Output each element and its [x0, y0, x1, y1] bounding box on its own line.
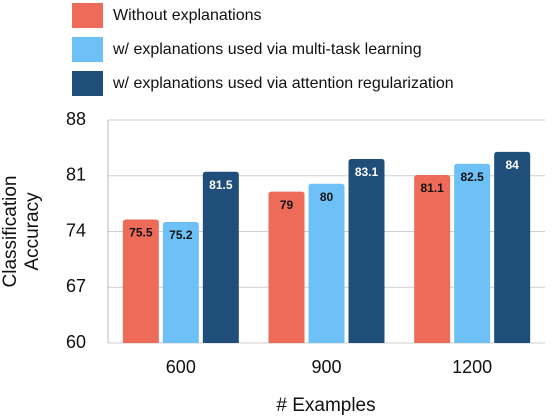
- data-label: 82.5: [460, 170, 484, 184]
- x-axis-title: # Examples: [276, 395, 375, 416]
- data-label: 75.5: [129, 226, 153, 240]
- legend-swatch: [72, 3, 103, 28]
- y-tick-label: 67: [66, 276, 86, 296]
- bar: [494, 151, 531, 343]
- x-tick-label: 600: [166, 357, 196, 377]
- data-label: 75.2: [169, 228, 193, 242]
- data-label: 79: [280, 198, 294, 212]
- legend-swatch: [72, 71, 103, 96]
- bar: [268, 191, 305, 343]
- legend-label: Without explanations: [113, 7, 262, 24]
- data-label: 84: [505, 158, 519, 172]
- y-tick-label: 74: [66, 220, 86, 240]
- x-tick-label: 900: [311, 357, 341, 377]
- data-label: 81.5: [209, 178, 233, 192]
- bar: [162, 221, 199, 343]
- data-label: 81.1: [420, 181, 444, 195]
- y-tick-label: 88: [66, 109, 86, 129]
- bar: [122, 219, 159, 343]
- legend-label: w/ explanations used via attention regul…: [112, 75, 454, 92]
- bar: [414, 174, 451, 343]
- y-tick-label: 60: [66, 332, 86, 352]
- data-label: 83.1: [355, 165, 379, 179]
- y-axis-title: ClassificationAccuracy: [0, 176, 43, 288]
- bar: [202, 171, 239, 343]
- bar: [348, 159, 385, 343]
- legend-swatch: [72, 37, 103, 62]
- x-tick-label: 1200: [452, 357, 492, 377]
- bar: [308, 183, 345, 343]
- y-tick-label: 81: [66, 165, 86, 185]
- legend-label: w/ explanations used via multi-task lear…: [112, 41, 422, 58]
- data-label: 80: [320, 190, 334, 204]
- bar: [454, 163, 491, 343]
